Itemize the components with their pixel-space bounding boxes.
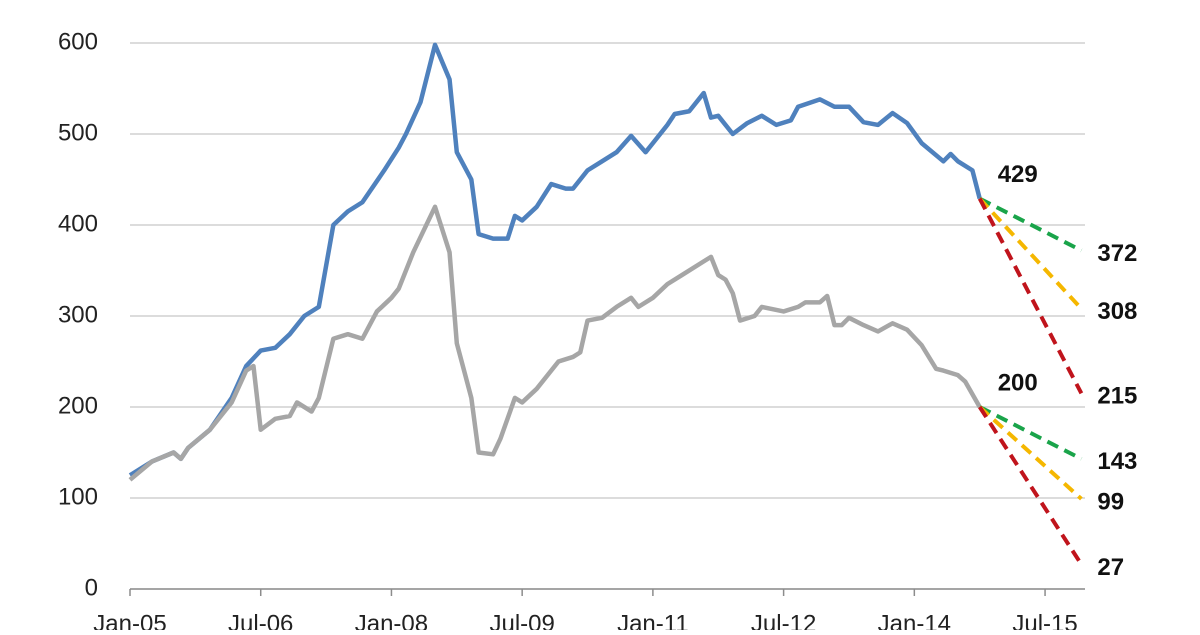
value-label: 429: [998, 161, 1038, 188]
y-tick-label: 500: [58, 119, 98, 146]
x-tick-label: Jan-11: [617, 610, 689, 630]
x-tick-label: Jan-05: [93, 610, 166, 630]
projection-line: [978, 197, 1083, 311]
value-label: 143: [1097, 448, 1137, 475]
value-label: 27: [1097, 554, 1124, 581]
value-label: 215: [1097, 383, 1137, 410]
y-tick-label: 600: [58, 28, 98, 55]
value-label: 372: [1097, 240, 1137, 267]
x-tick-label: Jul-15: [1012, 610, 1077, 630]
projection-line: [978, 405, 1084, 566]
value-label: 99: [1097, 488, 1124, 515]
y-tick-label: 300: [58, 301, 98, 328]
y-tick-label: 0: [85, 574, 98, 601]
x-tick-label: Jul-12: [751, 610, 816, 630]
projection-line: [978, 196, 1083, 253]
x-tick-label: Jan-14: [878, 610, 951, 630]
x-tick-label: Jul-06: [228, 610, 293, 630]
projection-line: [977, 197, 1084, 395]
y-tick-label: 100: [58, 483, 98, 510]
y-tick-label: 400: [58, 210, 98, 237]
series-line: [128, 204, 982, 482]
projection-line: [978, 405, 1083, 461]
projection-line: [978, 405, 1083, 501]
x-tick-label: Jul-09: [489, 610, 554, 630]
x-tick-label: Jan-08: [355, 610, 428, 630]
value-label: 200: [998, 369, 1038, 396]
series-line: [128, 42, 982, 478]
y-tick-label: 200: [58, 392, 98, 419]
value-label: 308: [1097, 298, 1137, 325]
